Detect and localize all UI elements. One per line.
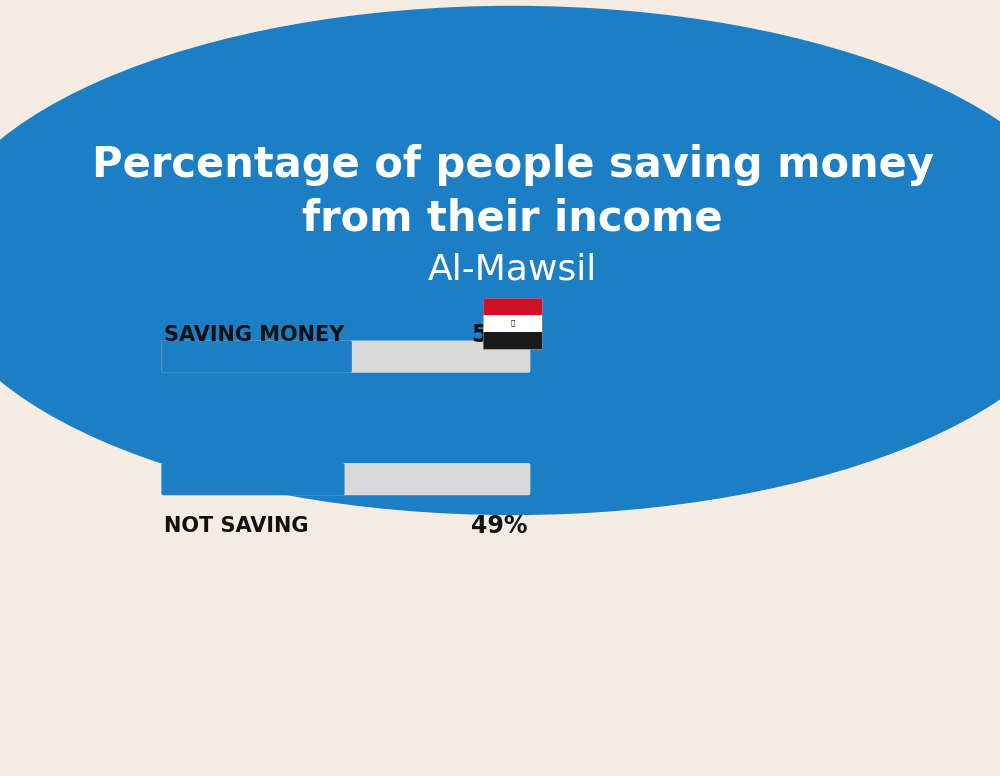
Ellipse shape (0, 6, 1000, 514)
Text: 🌿: 🌿 (510, 320, 515, 327)
FancyBboxPatch shape (161, 341, 352, 372)
Bar (483, 298, 542, 315)
FancyBboxPatch shape (161, 341, 530, 372)
Text: NOT SAVING: NOT SAVING (164, 516, 308, 536)
Bar (483, 331, 542, 348)
Text: from their income: from their income (302, 198, 723, 240)
Text: 51%: 51% (472, 323, 528, 347)
Text: SAVING MONEY: SAVING MONEY (164, 325, 344, 345)
FancyBboxPatch shape (161, 463, 345, 495)
FancyBboxPatch shape (161, 463, 530, 495)
Text: Percentage of people saving money: Percentage of people saving money (92, 144, 934, 185)
Text: 49%: 49% (472, 514, 528, 539)
Bar (483, 315, 542, 331)
Bar (483, 298, 542, 348)
Text: Al-Mawsil: Al-Mawsil (428, 252, 597, 286)
